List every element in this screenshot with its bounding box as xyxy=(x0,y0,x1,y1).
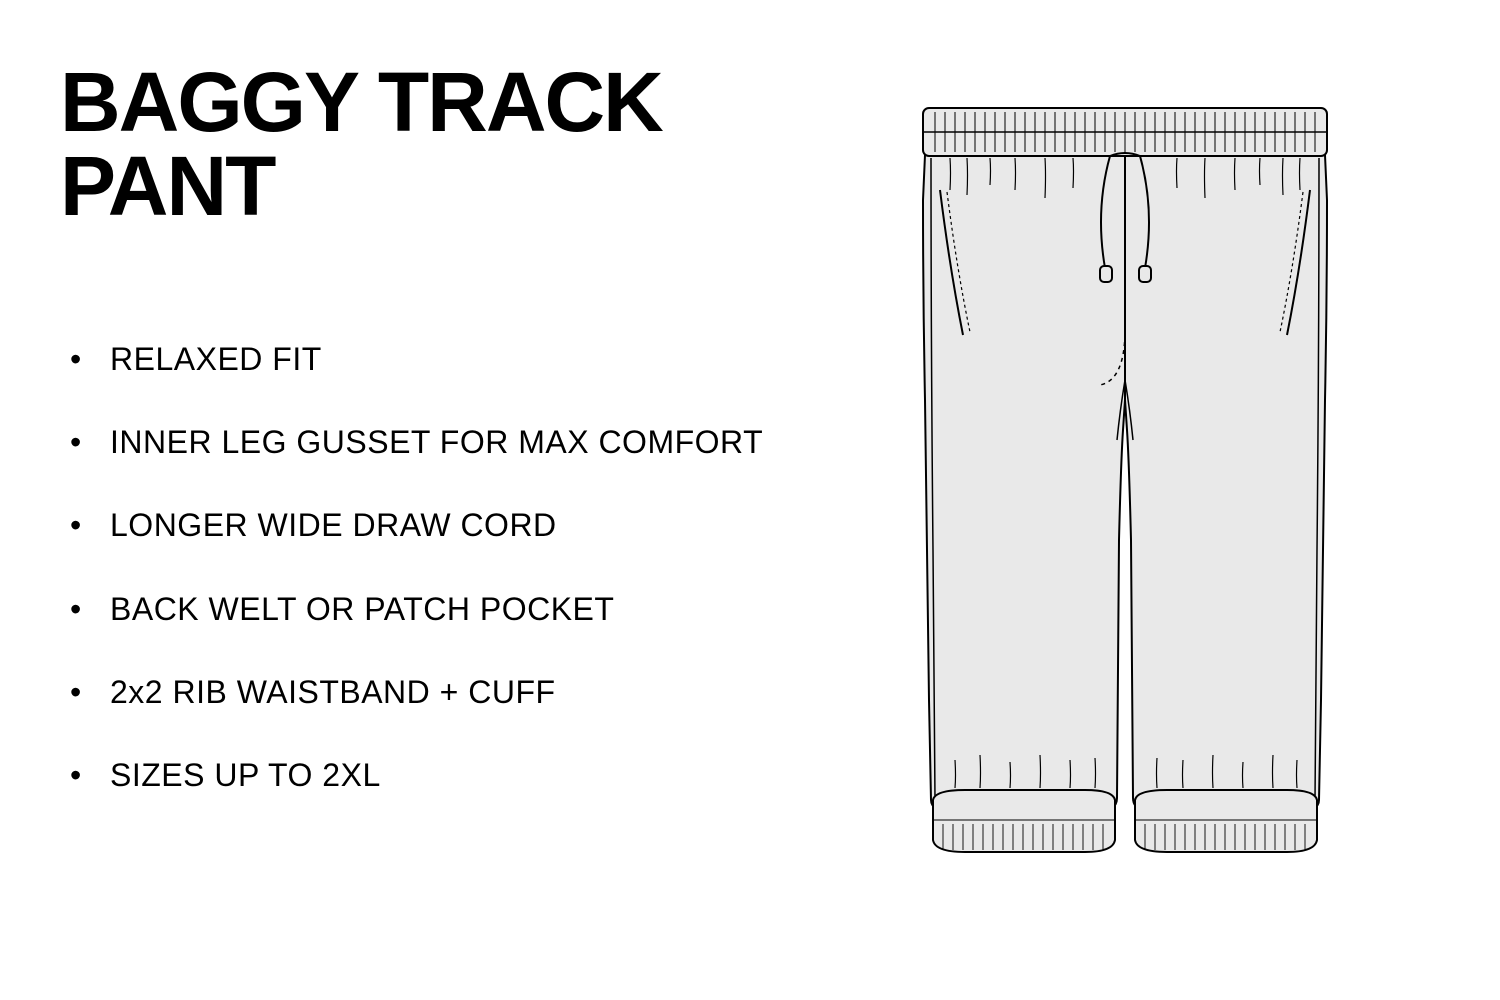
feature-item: RELAXED FIT xyxy=(70,338,790,381)
page-container: BAGGY TRACK PANT RELAXED FIT INNER LEG G… xyxy=(0,0,1500,1000)
feature-item: SIZES UP TO 2XL xyxy=(70,754,790,797)
illustration-column xyxy=(810,0,1500,1000)
feature-item: 2x2 RIB WAISTBAND + CUFF xyxy=(70,671,790,714)
track-pant-illustration xyxy=(895,100,1355,860)
feature-item: INNER LEG GUSSET FOR MAX COMFORT xyxy=(70,421,790,464)
feature-item: LONGER WIDE DRAW CORD xyxy=(70,504,790,547)
feature-list: RELAXED FIT INNER LEG GUSSET FOR MAX COM… xyxy=(60,338,790,797)
product-title: BAGGY TRACK PANT xyxy=(60,60,790,228)
feature-item: BACK WELT OR PATCH POCKET xyxy=(70,588,790,631)
text-column: BAGGY TRACK PANT RELAXED FIT INNER LEG G… xyxy=(0,0,810,1000)
